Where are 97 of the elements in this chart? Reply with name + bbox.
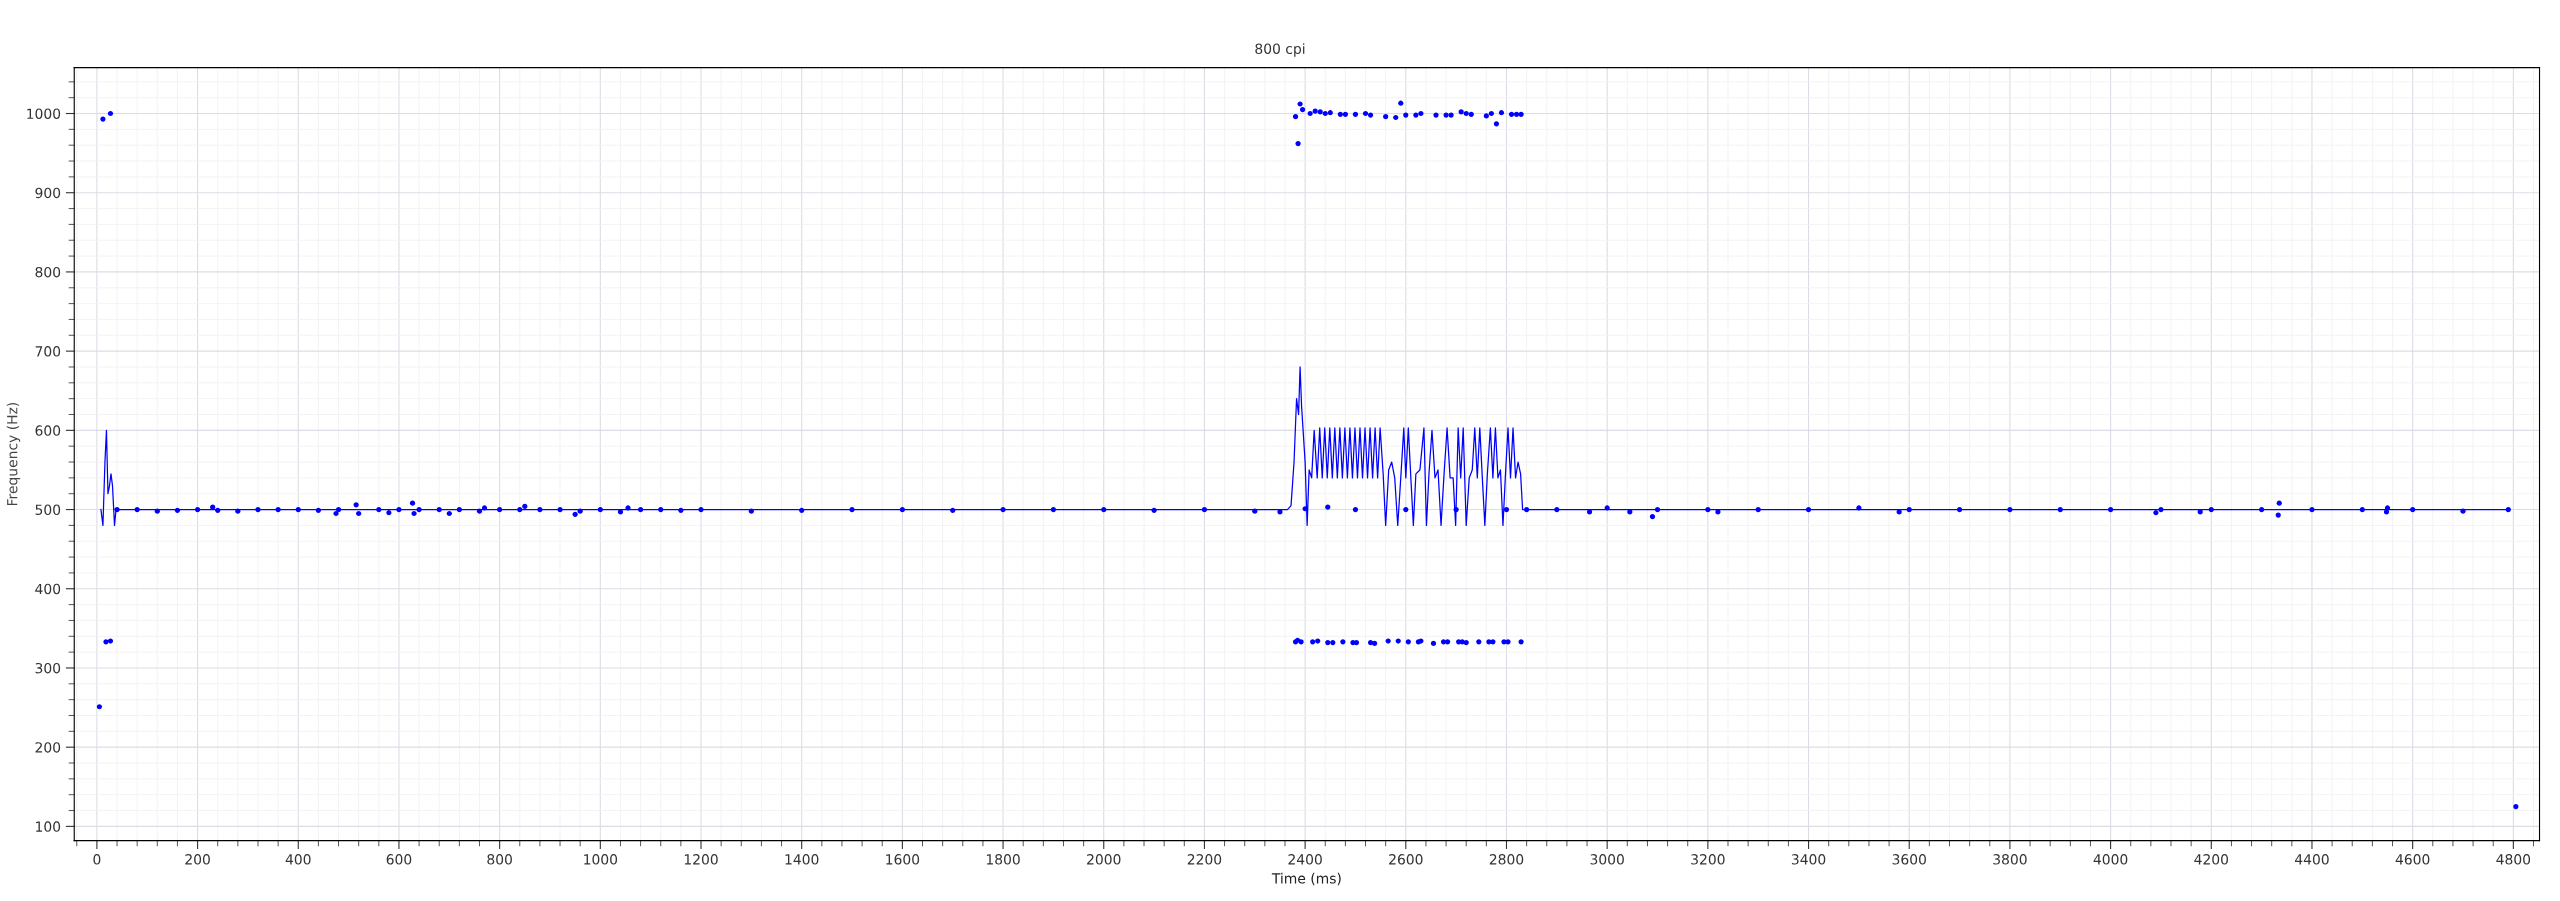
point [1443, 112, 1449, 118]
x-tick-label: 1600 [886, 854, 920, 865]
y-tick-label: 700 [35, 346, 61, 357]
x-tick-label: 3400 [1791, 854, 1826, 865]
point [1292, 114, 1299, 120]
point [1463, 110, 1469, 117]
point [1322, 110, 1328, 117]
point [1337, 111, 1343, 117]
point [1298, 639, 1304, 645]
x-tick-label: 800 [487, 854, 512, 865]
point [1352, 111, 1359, 117]
x-tick-label: 2200 [1187, 854, 1222, 865]
point [1518, 111, 1524, 117]
y-tick-label: 400 [35, 583, 61, 595]
point [107, 110, 114, 117]
x-tick-label: 0 [93, 854, 101, 865]
point [1448, 112, 1454, 118]
point [1483, 113, 1489, 119]
y-tick-label: 600 [35, 425, 61, 436]
point [1488, 110, 1494, 117]
point [107, 638, 114, 644]
point [1307, 110, 1313, 117]
point [1518, 639, 1524, 645]
point [1340, 639, 1346, 645]
y-tick-label: 900 [35, 187, 61, 199]
point [1312, 108, 1318, 114]
point [1325, 640, 1331, 646]
y-axis-title: Frequency (Hz) [6, 402, 21, 506]
point [1433, 112, 1439, 118]
x-tick-label: 2400 [1288, 854, 1322, 865]
point [1398, 100, 1404, 106]
x-tick-label: 3800 [1993, 854, 2027, 865]
x-axis-title: Time (ms) [1271, 872, 1341, 886]
point [1315, 638, 1321, 644]
point [1403, 112, 1409, 118]
y-tick-label: 800 [35, 266, 61, 278]
point [1327, 110, 1333, 116]
point [1430, 640, 1437, 647]
point [1393, 114, 1399, 121]
x-tick-label: 1000 [584, 854, 618, 865]
point [1444, 639, 1451, 645]
point [1353, 640, 1360, 646]
point [100, 116, 106, 122]
x-tick-label: 4600 [2395, 854, 2430, 865]
point [1367, 640, 1374, 646]
x-tick-label: 1400 [785, 854, 819, 865]
point [1342, 111, 1348, 117]
point [1383, 114, 1389, 120]
point [1498, 110, 1505, 116]
x-tick-label: 2600 [1389, 854, 1423, 865]
point [1362, 110, 1369, 117]
y-tick-label: 1000 [27, 108, 61, 119]
x-tick-label: 1800 [986, 854, 1020, 865]
point [1476, 639, 1482, 645]
x-tick-label: 400 [285, 854, 311, 865]
chart-subtitle: 800 cpi [1255, 43, 1305, 57]
x-tick-label: 600 [386, 854, 412, 865]
point [1468, 111, 1474, 117]
point [1300, 106, 1306, 113]
point [1297, 101, 1303, 107]
y-tick-label: 500 [35, 504, 61, 516]
point [1505, 639, 1511, 645]
point [1463, 640, 1469, 646]
y-tick-label: 100 [36, 821, 61, 832]
x-tick-label: 3200 [1691, 854, 1725, 865]
point [1371, 640, 1378, 647]
x-tick-label: 2800 [1489, 854, 1524, 865]
x-tick-label: 200 [185, 854, 210, 865]
x-tick-label: 3000 [1590, 854, 1624, 865]
point [1405, 639, 1411, 645]
x-tick-label: 4800 [2496, 854, 2531, 865]
x-tick-label: 4200 [2194, 854, 2229, 865]
x-tick-label: 2000 [1087, 854, 1121, 865]
point [1458, 109, 1464, 115]
point [1295, 141, 1301, 147]
line-series [100, 366, 2509, 527]
x-tick-label: 1200 [684, 854, 718, 865]
point [1508, 111, 1515, 117]
x-tick-label: 4000 [2093, 854, 2128, 865]
point [103, 639, 109, 645]
point [1490, 639, 1496, 645]
point [1418, 110, 1424, 117]
point [1493, 121, 1500, 127]
point [1310, 639, 1316, 645]
point [1513, 111, 1520, 117]
point [2513, 803, 2519, 810]
point [1317, 109, 1323, 115]
point [96, 704, 103, 710]
point [1395, 638, 1401, 644]
y-tick-label: 200 [35, 742, 61, 753]
x-tick-label: 4400 [2294, 854, 2329, 865]
point [1330, 640, 1336, 646]
y-tick-label: 300 [35, 662, 61, 674]
point [1385, 638, 1391, 644]
x-tick-label: 3600 [1892, 854, 1926, 865]
point [1367, 112, 1374, 118]
point [1413, 112, 1419, 118]
